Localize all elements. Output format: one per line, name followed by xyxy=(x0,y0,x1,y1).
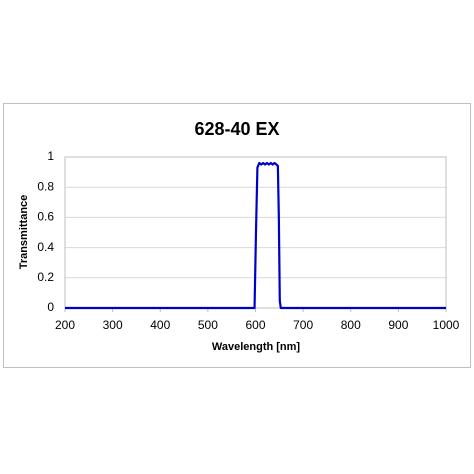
y-tick-label: 0.4 xyxy=(37,240,54,254)
x-tick-label: 1000 xyxy=(433,318,460,332)
chart-frame xyxy=(3,103,471,368)
x-tick-label: 200 xyxy=(55,318,75,332)
x-tick-label: 300 xyxy=(103,318,123,332)
x-axis-label: Wavelength [nm] xyxy=(212,341,301,353)
x-tick-label: 600 xyxy=(245,318,265,332)
x-tick-label: 400 xyxy=(150,318,170,332)
x-tick-label: 500 xyxy=(198,318,218,332)
chart-title: 628-40 EX xyxy=(194,119,279,139)
y-tick-label: 0 xyxy=(47,300,54,314)
x-tick-label: 700 xyxy=(293,318,313,332)
y-tick-label: 1 xyxy=(47,149,54,163)
line-series xyxy=(65,161,446,310)
y-axis-label: Transmittance xyxy=(18,195,30,270)
x-tick-label: 900 xyxy=(388,318,408,332)
y-tick-label: 0.6 xyxy=(37,210,54,224)
y-tick-label: 0.2 xyxy=(37,270,54,284)
y-tick-label: 0.8 xyxy=(37,179,54,193)
x-tick-label: 800 xyxy=(341,318,361,332)
